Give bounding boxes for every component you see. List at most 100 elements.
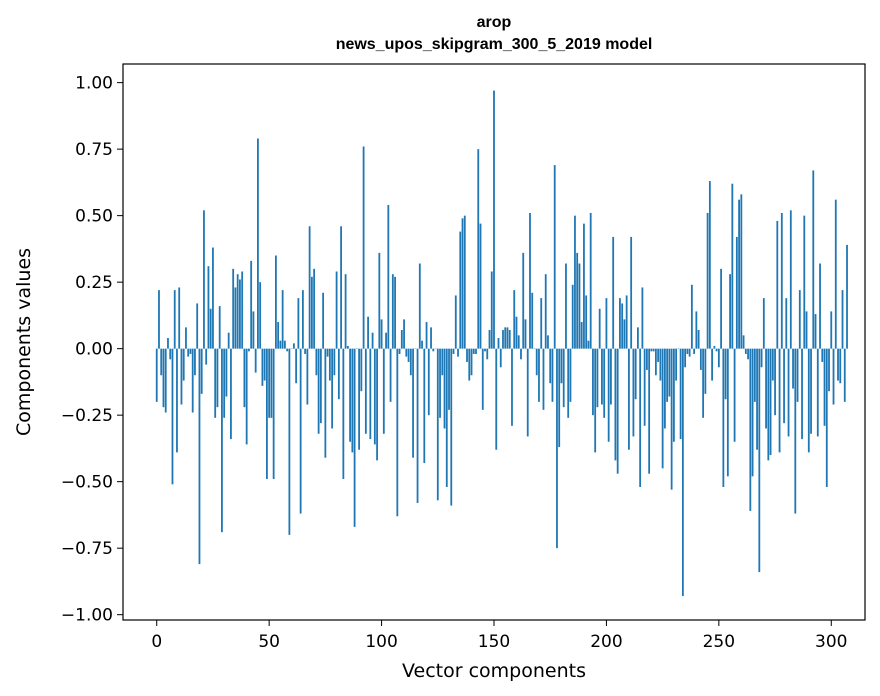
bar-27 <box>216 348 219 408</box>
bar-series <box>155 90 848 597</box>
bar-57 <box>283 340 286 349</box>
bar-45 <box>257 138 259 349</box>
bar-149 <box>490 271 493 349</box>
bar-254 <box>726 348 729 477</box>
bar-244 <box>704 348 707 394</box>
bar-156 <box>506 327 509 349</box>
bar-0 <box>155 348 158 402</box>
bar-256 <box>731 183 734 349</box>
bar-306 <box>843 348 846 402</box>
bar-103 <box>387 205 390 349</box>
bar-203 <box>612 236 615 349</box>
y-tick-label-8: −1.00 <box>61 606 113 626</box>
bar-55 <box>279 340 282 349</box>
bar-222 <box>654 348 657 376</box>
bar-240 <box>695 311 698 349</box>
bar-274 <box>771 348 774 381</box>
bar-11 <box>180 348 183 405</box>
bar-32 <box>227 332 230 349</box>
bar-279 <box>783 348 785 424</box>
bar-246 <box>708 181 711 349</box>
bar-292 <box>812 170 815 349</box>
bar-252 <box>722 348 725 487</box>
bar-247 <box>711 348 713 381</box>
bar-295 <box>819 263 821 349</box>
bar-153 <box>499 348 502 368</box>
bar-288 <box>803 215 806 349</box>
bar-204 <box>614 348 617 461</box>
bar-305 <box>841 290 844 349</box>
bar-58 <box>286 348 289 352</box>
bar-112 <box>407 348 410 362</box>
bar-54 <box>277 322 280 349</box>
x-tick-label-250: 250 <box>703 632 735 652</box>
bar-79 <box>333 348 336 376</box>
bar-108 <box>398 348 401 354</box>
bar-127 <box>441 348 444 376</box>
bar-239 <box>693 348 696 354</box>
bar-28 <box>218 306 221 349</box>
bar-92 <box>362 146 365 349</box>
x-axis-label: Vector components <box>402 660 586 682</box>
bar-185 <box>571 284 574 349</box>
bar-139 <box>468 348 471 381</box>
bar-257 <box>733 348 736 442</box>
bar-304 <box>839 348 842 384</box>
bar-120 <box>425 322 428 349</box>
bar-17 <box>194 348 196 376</box>
x-tick-label-150: 150 <box>478 632 510 652</box>
bar-152 <box>497 338 500 349</box>
bar-211 <box>630 236 633 349</box>
bar-31 <box>225 348 228 397</box>
x-tick-label-300: 300 <box>815 632 847 652</box>
bar-186 <box>574 215 576 349</box>
bar-300 <box>830 311 833 349</box>
bar-145 <box>481 348 484 410</box>
bar-173 <box>544 274 547 349</box>
x-tick-label-100: 100 <box>365 632 397 652</box>
bar-154 <box>502 330 504 349</box>
bar-72 <box>317 348 320 434</box>
bar-8 <box>173 290 176 349</box>
bar-113 <box>409 348 412 376</box>
bar-175 <box>549 348 552 384</box>
bar-180 <box>560 348 563 384</box>
bar-7 <box>171 348 174 485</box>
bar-172 <box>542 348 545 410</box>
bar-71 <box>315 348 318 376</box>
bar-117 <box>418 263 421 349</box>
bar-272 <box>767 348 770 461</box>
bar-282 <box>789 210 792 349</box>
bar-146 <box>484 348 486 352</box>
x-tick-label-50: 50 <box>258 632 280 652</box>
bar-259 <box>738 199 740 349</box>
bar-293 <box>814 314 817 349</box>
y-axis-ticks: 1.00 0.75 0.50 0.25 0.00 −0.25 −0.50 −0.75 −1.00 <box>61 74 123 626</box>
bar-251 <box>720 268 722 349</box>
bar-82 <box>340 226 342 349</box>
bar-25 <box>212 247 214 349</box>
bar-105 <box>391 274 394 349</box>
bar-53 <box>275 255 277 349</box>
bar-18 <box>196 303 199 349</box>
bar-6 <box>169 348 172 360</box>
bar-271 <box>765 348 767 429</box>
bar-226 <box>663 348 666 429</box>
bar-116 <box>416 348 419 503</box>
bar-187 <box>576 252 579 349</box>
bar-286 <box>798 290 801 349</box>
bar-234 <box>681 348 684 597</box>
bar-129 <box>445 348 448 487</box>
bar-4 <box>164 348 167 413</box>
bar-90 <box>358 348 360 450</box>
bar-36 <box>236 274 239 349</box>
bar-114 <box>412 348 414 458</box>
bar-299 <box>828 348 830 392</box>
bar-198 <box>601 348 603 405</box>
bar-46 <box>259 282 262 349</box>
bar-181 <box>562 348 565 408</box>
bar-29 <box>221 348 223 533</box>
bar-104 <box>389 348 392 402</box>
bar-202 <box>610 348 612 405</box>
